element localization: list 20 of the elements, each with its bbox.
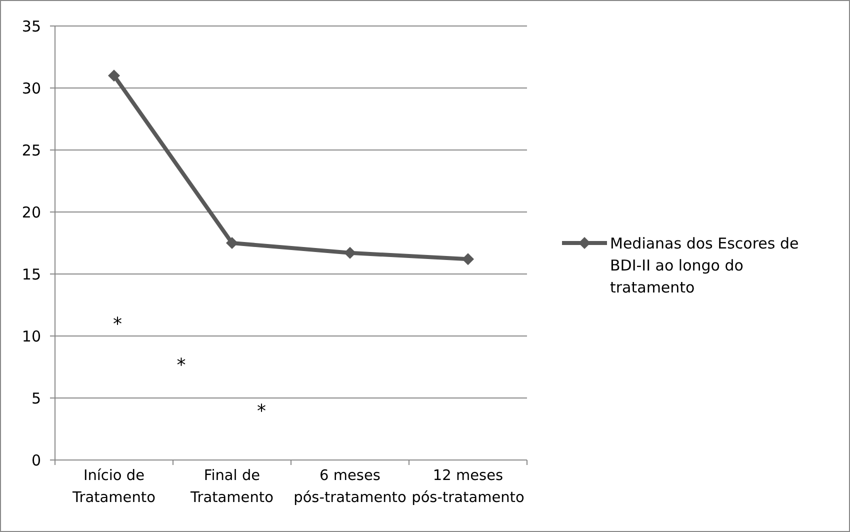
point — [344, 246, 356, 259]
point — [226, 237, 238, 249]
point — [462, 253, 474, 266]
x-tick-label: 6 meses pós-tratamento — [294, 468, 407, 506]
y-tick-label: 35 — [22, 17, 41, 36]
x-tick-label: 12 meses pós-tratamento — [412, 468, 525, 506]
annotation: * — [176, 355, 186, 376]
y-tick-label: 5 — [31, 389, 41, 408]
annotation: * — [113, 314, 122, 336]
y-tick-label: 30 — [22, 79, 41, 98]
x-tick-label: Final de Tratamento — [190, 468, 274, 506]
point — [108, 70, 120, 82]
annotation: * — [257, 400, 266, 422]
y-tick-label: 10 — [22, 327, 41, 346]
y-tick-label: 15 — [22, 265, 41, 284]
y-tick-label: 0 — [31, 451, 41, 470]
legend-label: Medianas dos Escores de BDI-II ao longo do tratamento — [610, 234, 799, 296]
y-tick-label: 25 — [22, 141, 41, 160]
y-tick-label: 20 — [22, 203, 41, 222]
x-tick-label: Início de Tratamento — [72, 468, 156, 506]
